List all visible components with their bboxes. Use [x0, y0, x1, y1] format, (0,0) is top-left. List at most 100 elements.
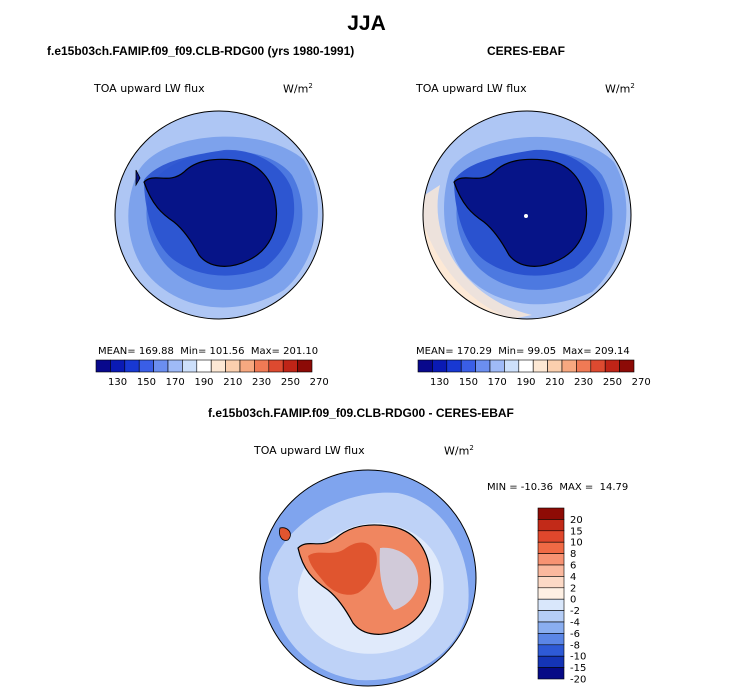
panel-2-title: CERES-EBAF — [487, 44, 566, 58]
panel-2-colorbar-swatch — [460, 359, 476, 373]
panel-3-colorbar-swatch — [537, 644, 565, 657]
panel-2-colorbar-tick-label: 270 — [632, 377, 651, 388]
panel-1-colorbar-swatch — [138, 359, 154, 373]
panel-3-colorbar-swatch — [537, 587, 565, 600]
panel-2-colorbar-tick-label: 230 — [574, 377, 593, 388]
panel-3-colorbar-tick-label: -4 — [570, 618, 580, 629]
panel-3-colorbar-swatch — [537, 519, 565, 532]
panel-2-colorbar-swatch — [504, 359, 520, 373]
panel-2-colorbar-swatch — [590, 359, 606, 373]
panel-2-colorbar-tick-label: 190 — [516, 377, 535, 388]
panel-2-min-value: 99.05 — [527, 346, 557, 357]
panel-1-mean-label: MEAN= — [98, 346, 136, 357]
panel-1-colorbar-swatch — [210, 359, 226, 373]
panel-3-colorbar-tick-label: 20 — [570, 515, 583, 526]
panel-3-colorbar-tick-label: -10 — [570, 652, 586, 663]
panel-1-colorbar-swatch — [297, 359, 313, 373]
panel-2-min-label: Min= — [498, 346, 525, 357]
panel-2-colorbar-swatch — [489, 359, 505, 373]
panel-1-colorbar-swatch — [196, 359, 212, 373]
panel-2-colorbar-swatch — [532, 359, 548, 373]
panel-3-colorbar-tick-label: 10 — [570, 538, 583, 549]
panel-1-colorbar-swatch — [182, 359, 198, 373]
panel-1-colorbar-swatch — [254, 359, 270, 373]
panel-1-colorbar-swatch — [110, 359, 126, 373]
panel-1-colorbar-swatch — [268, 359, 284, 373]
panel-1-colorbar-swatch — [239, 359, 255, 373]
panel-3-colorbar-tick-label: -15 — [570, 663, 586, 674]
panel-2-colorbar-tick-label: 170 — [488, 377, 507, 388]
panel-2-max-label: Max= — [562, 346, 592, 357]
panel-2-colorbar-swatch — [576, 359, 592, 373]
panel-1-colorbar-tick-label: 210 — [223, 377, 242, 388]
panel-1-colorbar-swatch — [124, 359, 140, 373]
panel-3-colorbar-swatch — [537, 598, 565, 611]
panel-1-colorbar-tick-label: 190 — [194, 377, 213, 388]
panel-3-colorbar-swatch — [537, 564, 565, 577]
panel-3-colorbar-swatch — [537, 507, 565, 520]
main-title: JJA — [347, 12, 386, 35]
panel-3-colorbar-swatch — [537, 655, 565, 668]
panel-3-units: W/m2 — [444, 444, 474, 458]
panel-3-colorbar-tick-label: 8 — [570, 549, 576, 560]
panel-2-colorbar-swatch — [432, 359, 448, 373]
panel-1-colorbar-swatch — [282, 359, 298, 373]
panel-1-units-base: W/m — [283, 82, 309, 96]
panel-2-colorbar-swatch — [619, 359, 635, 373]
panel-3-colorbar-tick-label: 6 — [570, 561, 576, 572]
panel-3-colorbar-tick-label: 2 — [570, 583, 576, 594]
panel-2-colorbar: 130 150 170 190 210 230 250 270 — [417, 359, 651, 388]
panel-1-variable-label: TOA upward LW flux — [94, 82, 205, 95]
panel-1-colorbar-tick-label: 130 — [108, 377, 127, 388]
panel-2-polar-map — [422, 110, 632, 320]
panel-2-stats: MEAN= 170.29 Min= 99.05 Max= 209.14 — [416, 346, 630, 357]
panel-1-min-label: Min= — [180, 346, 207, 357]
panel-1-units-exp: 2 — [308, 82, 313, 90]
panel-2-colorbar-tick-label: 130 — [430, 377, 449, 388]
panel-1-colorbar-swatch — [225, 359, 241, 373]
panel-3-colorbar-swatch — [537, 621, 565, 634]
panel-1-colorbar: 130 150 170 190 210 230 250 270 — [95, 359, 329, 388]
panel-1-colorbar-tick-label: 150 — [137, 377, 156, 388]
panel-3-colorbar-tick-label: -6 — [570, 629, 580, 640]
panel-3-title: f.e15b03ch.FAMIP.f09_f09.CLB-RDG00 - CER… — [208, 406, 514, 420]
panel-3-colorbar-swatch — [537, 610, 565, 623]
panel-3-colorbar-tick-label: -2 — [570, 606, 580, 617]
panel-3-units-base: W/m — [444, 444, 470, 458]
panel-2-colorbar-tick-label: 150 — [459, 377, 478, 388]
panel-3-polar-map — [259, 469, 477, 687]
panel-3-colorbar-tick-label: -8 — [570, 640, 580, 651]
panel-3-colorbar-tick-label: -20 — [570, 675, 586, 686]
panel-3-colorbar-swatch — [537, 633, 565, 646]
panel-2-mean-value: 170.29 — [456, 346, 492, 357]
panel-3-colorbar-swatch — [537, 530, 565, 543]
panel-2-colorbar-tick-label: 210 — [545, 377, 564, 388]
panel-2-colorbar-swatch — [604, 359, 620, 373]
panel-2-colorbar-swatch — [446, 359, 462, 373]
panel-2-colorbar-swatch — [561, 359, 577, 373]
panel-3-colorbar-swatch — [537, 541, 565, 554]
panel-2-units-base: W/m — [605, 82, 631, 96]
panel-2-units: W/m2 — [605, 82, 635, 96]
panel-3-units-exp: 2 — [469, 444, 474, 452]
panel-1-colorbar-tick-label: 170 — [166, 377, 185, 388]
panel-3-colorbar-tick-label: 4 — [570, 572, 576, 583]
panel-2-colorbar-swatch — [417, 359, 433, 373]
panel-1-title: f.e15b03ch.FAMIP.f09_f09.CLB-RDG00 (yrs … — [47, 44, 355, 58]
panel-2-colorbar-tick-label: 250 — [603, 377, 622, 388]
panel-1-polar-map — [114, 110, 324, 320]
panel-2-units-exp: 2 — [630, 82, 635, 90]
panel-2-colorbar-swatch — [518, 359, 534, 373]
panel-3-colorbar-tick-label: 0 — [570, 595, 576, 606]
panel-3-variable-label: TOA upward LW flux — [254, 444, 365, 457]
panel-2-colorbar-swatch — [475, 359, 491, 373]
panel-1-colorbar-swatch — [153, 359, 169, 373]
panel-2-variable-label: TOA upward LW flux — [416, 82, 527, 95]
panel-3-colorbar-swatch — [537, 576, 565, 589]
panel-1-max-label: Max= — [250, 346, 280, 357]
panel-3-colorbar-swatch — [537, 553, 565, 566]
panel-1-colorbar-tick-label: 270 — [310, 377, 329, 388]
panel-1-min-value: 101.56 — [209, 346, 245, 357]
panel-3-colorbar-tick-label: 15 — [570, 526, 583, 537]
